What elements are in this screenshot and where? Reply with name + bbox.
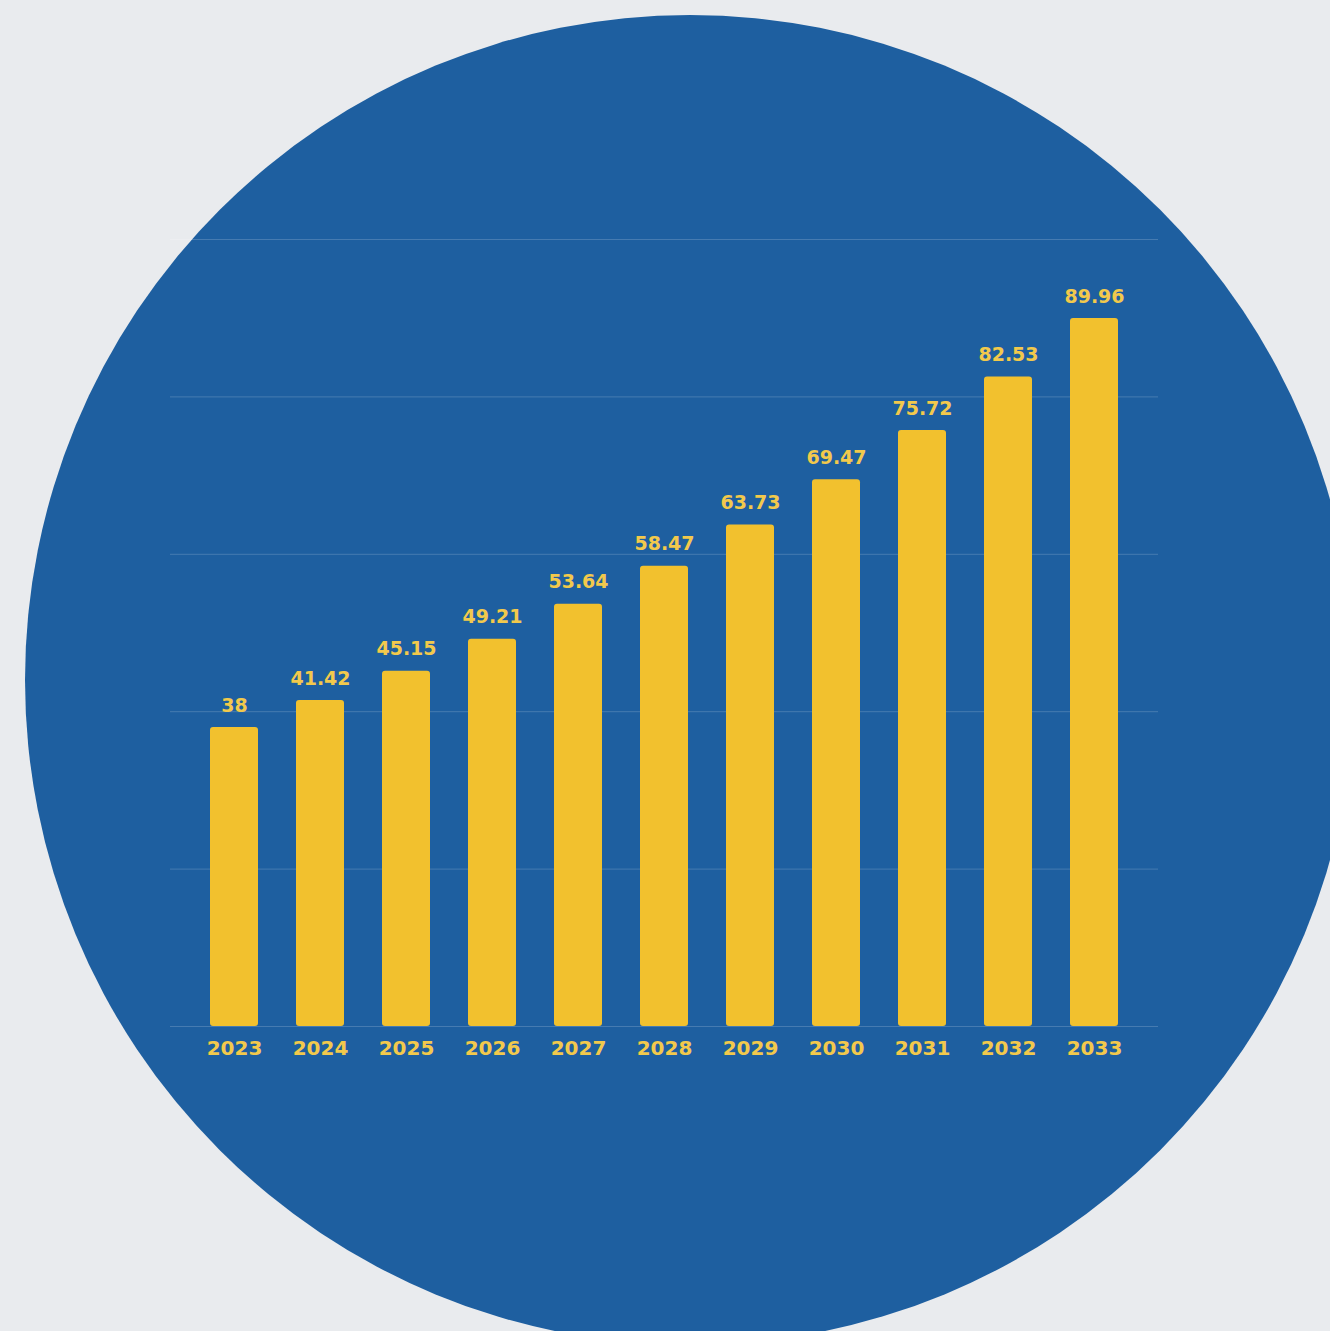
svg-text:58.47: 58.47 [634,532,694,554]
svg-text:2029: 2029 [723,1036,779,1060]
svg-text:89.96: 89.96 [1064,285,1124,307]
svg-text:2032: 2032 [981,1036,1037,1060]
svg-text:75.72: 75.72 [892,397,952,419]
svg-text:63.73: 63.73 [720,491,780,513]
svg-text:49.21: 49.21 [462,605,522,627]
svg-text:38: 38 [221,694,247,716]
svg-text:2031: 2031 [895,1036,951,1060]
svg-text:2030: 2030 [809,1036,865,1060]
svg-text:69.47: 69.47 [806,446,866,468]
svg-text:2025: 2025 [379,1036,435,1060]
svg-text:45.15: 45.15 [376,637,436,659]
svg-text:2023: 2023 [207,1036,263,1060]
svg-text:2028: 2028 [637,1036,693,1060]
svg-text:2024: 2024 [293,1036,349,1060]
svg-text:41.42: 41.42 [290,667,350,689]
svg-text:82.53: 82.53 [978,343,1038,365]
svg-text:2027: 2027 [551,1036,607,1060]
svg-text:53.64: 53.64 [548,570,608,592]
svg-text:2033: 2033 [1067,1036,1123,1060]
svg-text:2026: 2026 [465,1036,521,1060]
